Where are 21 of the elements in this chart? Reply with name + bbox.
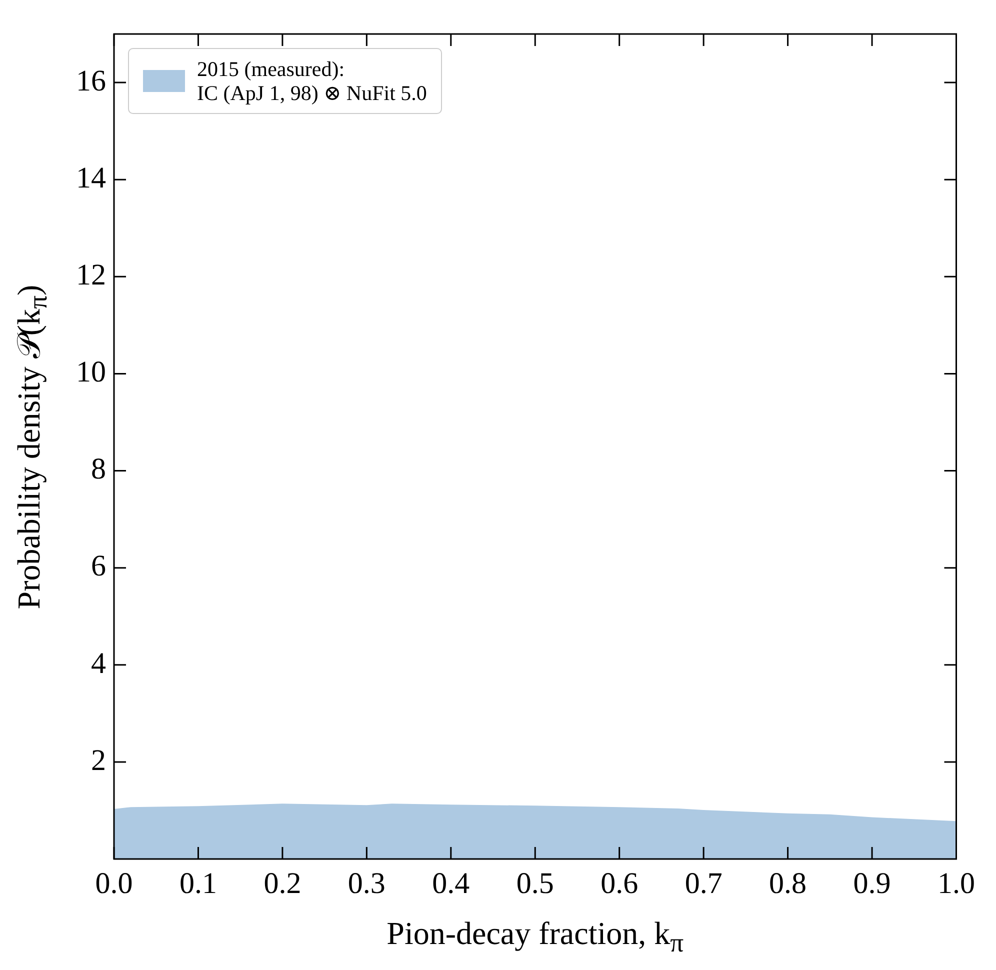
y-tick-label: 12 (76, 258, 106, 292)
x-tick-label: 0.5 (516, 866, 554, 900)
x-tick-label: 0.2 (264, 866, 302, 900)
x-axis-title: Pion-decay fraction, k$_{π}$ (386, 915, 685, 958)
x-tick-label: 0.8 (769, 866, 807, 900)
y-tick-label: 4 (91, 646, 106, 680)
legend-label: 2015 (measured): IC (ApJ 1, 98) ⊗ NuFit 5.0 (197, 57, 427, 105)
x-tick-label: 1.0 (938, 866, 975, 900)
x-tick-label: 0.3 (348, 866, 386, 900)
x-tick-label: 0.7 (684, 866, 722, 900)
y-tick-label: 16 (76, 64, 106, 98)
y-tick-label: 6 (91, 550, 106, 583)
y-tick-label: 10 (76, 356, 106, 389)
y-tick-label: 8 (91, 452, 106, 486)
y-tick-label: 2 (91, 744, 106, 777)
x-tick-label: 0.9 (853, 866, 891, 900)
x-tick-label: 0.1 (179, 866, 217, 900)
x-tick-label: 0.0 (95, 866, 133, 900)
x-tick-label: 0.6 (600, 866, 638, 900)
x-tick-label: 0.4 (432, 866, 470, 900)
y-tick-label: 14 (76, 161, 106, 194)
